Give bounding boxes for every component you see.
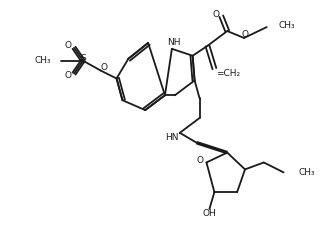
Text: OH: OH [202, 209, 216, 218]
Text: CH₃: CH₃ [279, 21, 295, 30]
Text: S: S [80, 54, 86, 63]
Text: O: O [196, 156, 203, 165]
Text: O: O [64, 41, 72, 50]
Text: CH₃: CH₃ [35, 56, 51, 65]
Text: O: O [213, 10, 220, 19]
Text: HN: HN [165, 133, 179, 142]
Text: O: O [64, 71, 72, 80]
Text: O: O [100, 63, 107, 72]
Text: NH: NH [167, 38, 180, 47]
Text: CH₃: CH₃ [298, 168, 315, 177]
Text: =CH₂: =CH₂ [216, 69, 240, 78]
Text: O: O [241, 30, 249, 38]
